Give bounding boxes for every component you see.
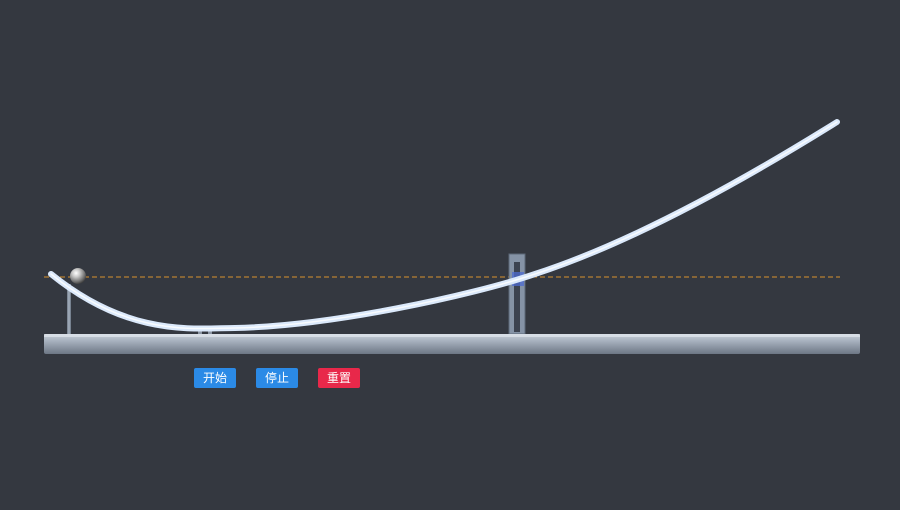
reset-button[interactable]: 重置 — [318, 368, 360, 388]
base-rail — [44, 334, 860, 354]
support-foot-right — [208, 328, 212, 336]
left-support-post — [67, 284, 71, 336]
control-bar: 开始 停止 重置 — [194, 368, 360, 388]
start-button[interactable]: 开始 — [194, 368, 236, 388]
steel-ball-icon[interactable] — [70, 268, 86, 284]
curved-track-highlight — [50, 121, 838, 330]
base-rail-highlight — [44, 334, 860, 337]
curved-track — [48, 119, 840, 332]
photogate-sensor — [508, 253, 526, 335]
support-foot-left — [198, 328, 202, 336]
stop-button[interactable]: 停止 — [256, 368, 298, 388]
